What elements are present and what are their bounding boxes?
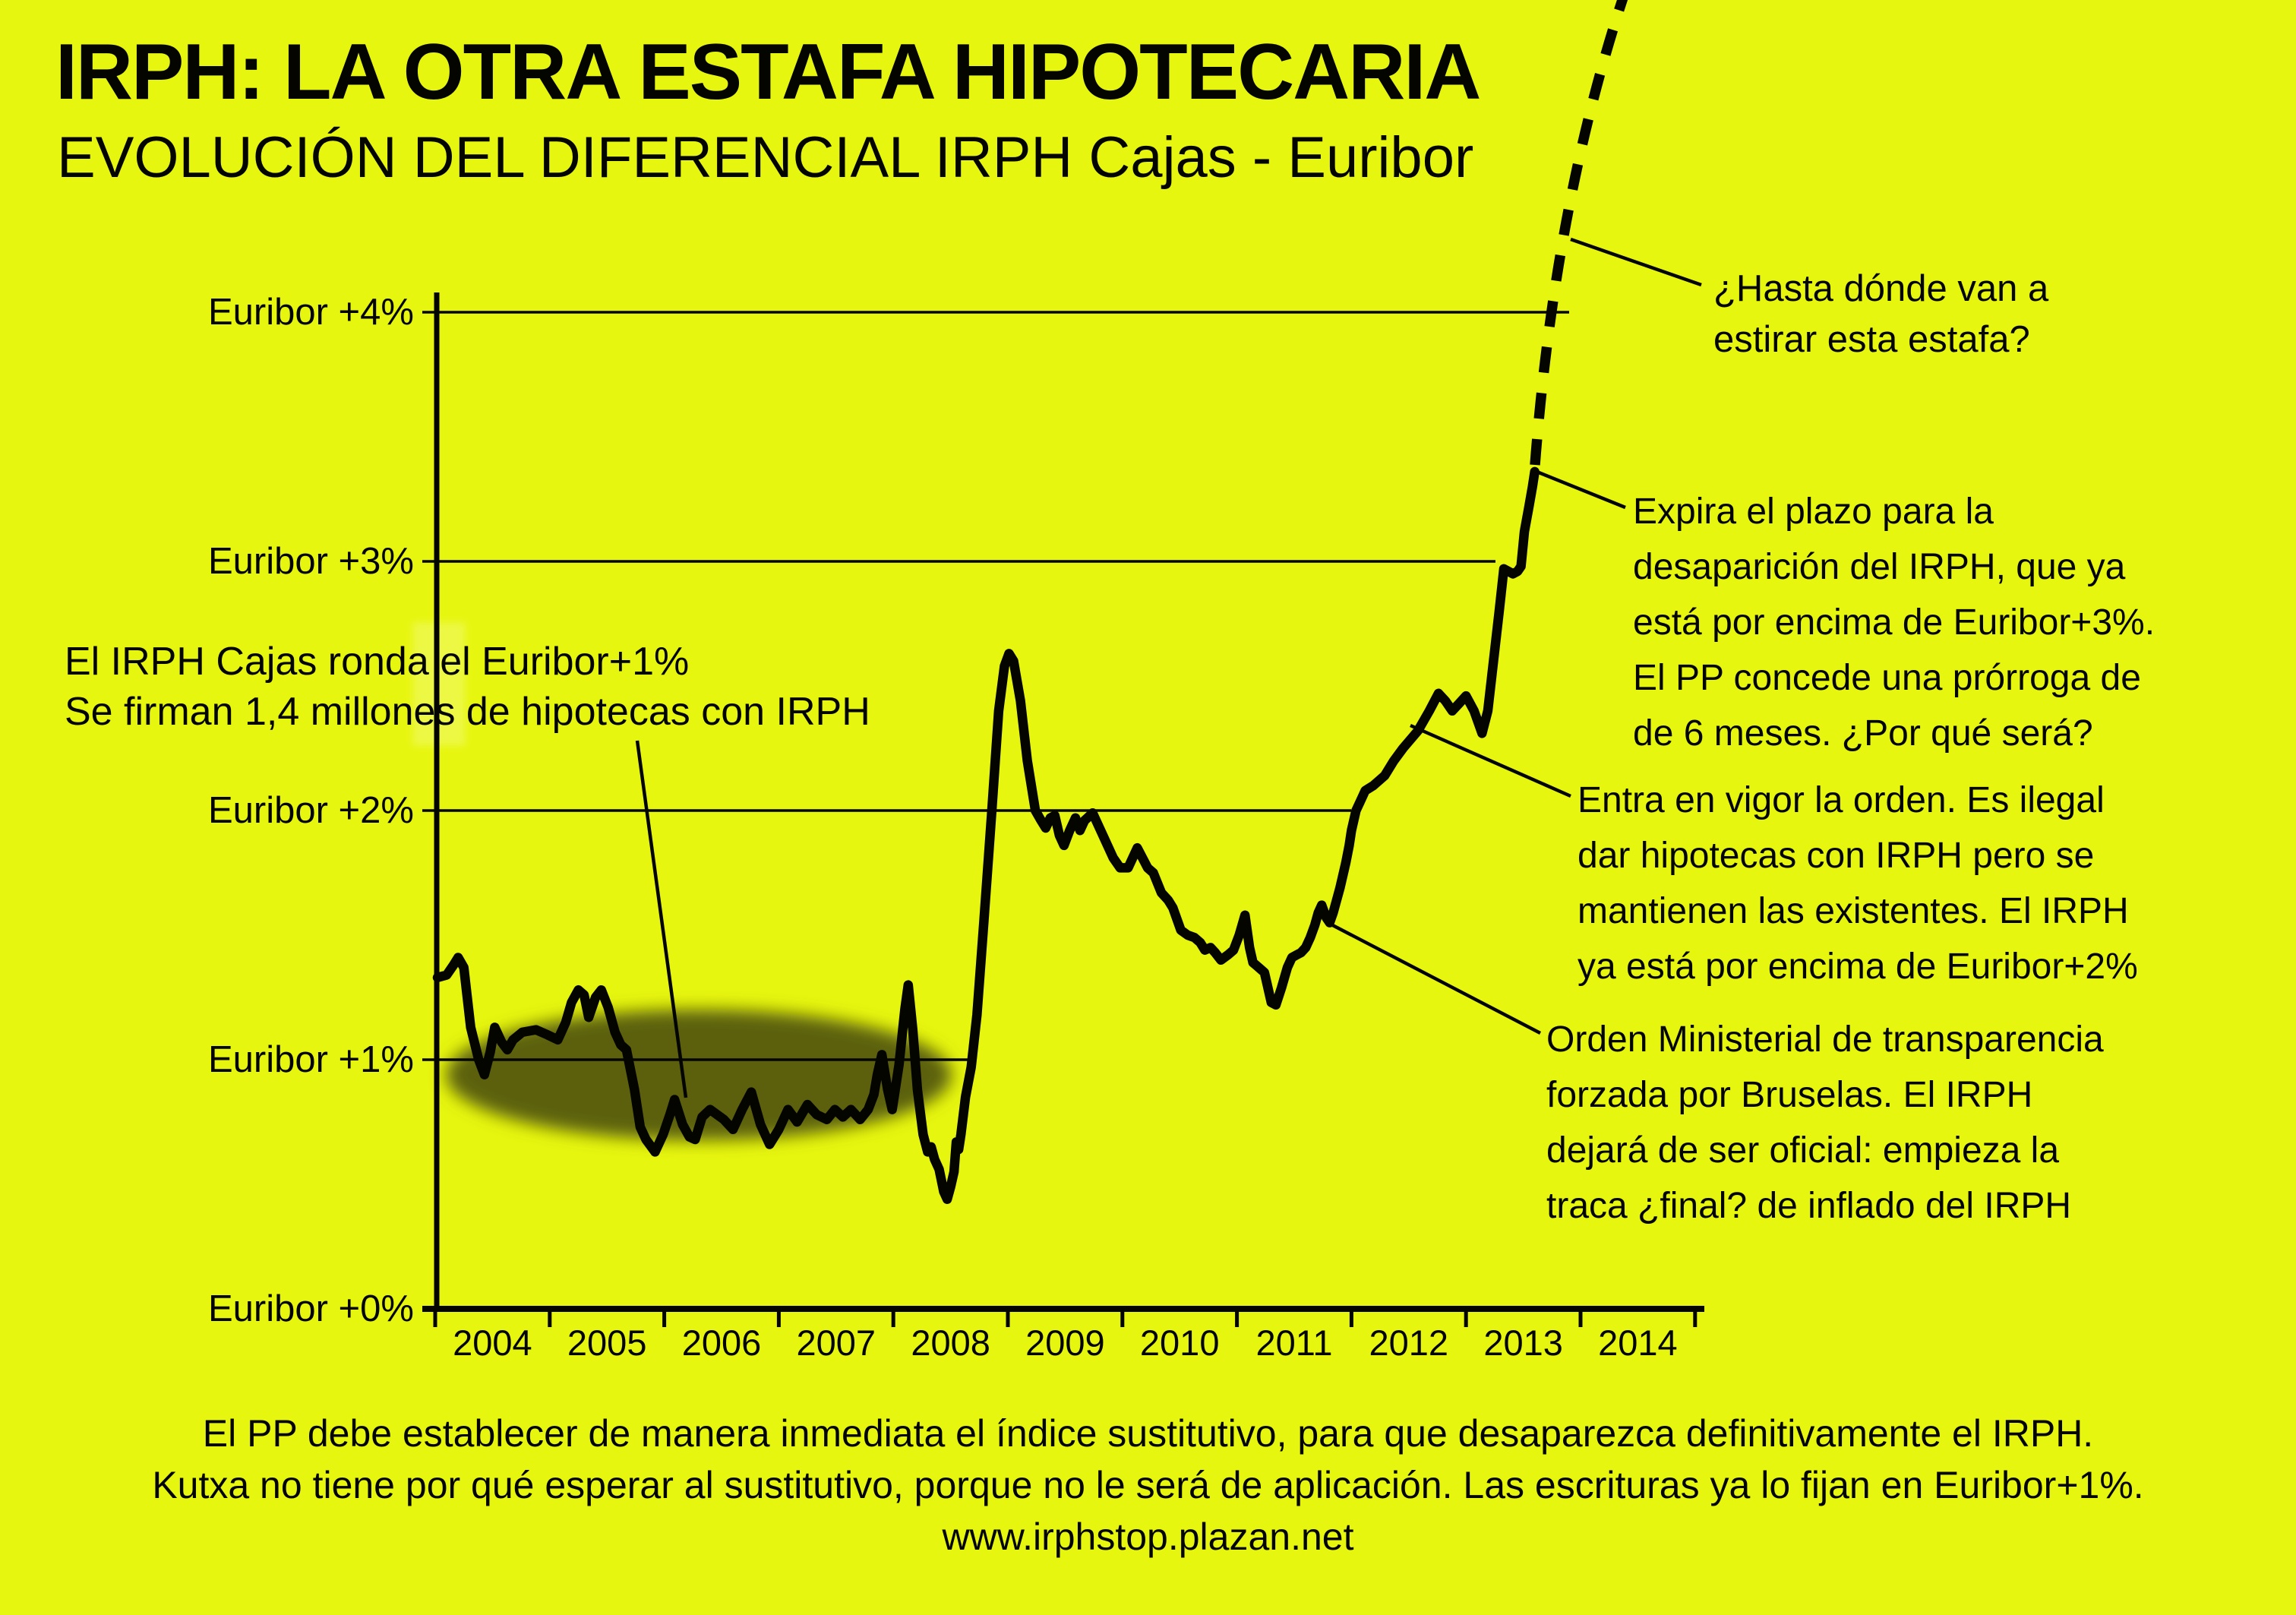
footer: El PP debe establecer de manera inmediat…	[0, 1408, 2296, 1563]
annotation-line: mantienen las existentes. El IRPH	[1578, 891, 2129, 931]
annotation-line: Se firman 1,4 millones de hipotecas con …	[65, 690, 870, 734]
annotation-line: desaparición del IRPH, que ya	[1633, 547, 2126, 587]
page-title: IRPH: LA OTRA ESTAFA HIPOTECARIA	[55, 28, 1481, 116]
y-axis-label-plus1: Euribor +1%	[207, 1039, 414, 1080]
x-tick-label-2012: 2012	[1369, 1323, 1449, 1363]
annotation-line: forzada por Bruselas. El IRPH	[1546, 1075, 2033, 1115]
x-tick-label-2004: 2004	[453, 1323, 532, 1363]
footer-website: www.irphstop.plazan.net	[942, 1515, 1354, 1558]
annotation-line: Orden Ministerial de transparencia	[1546, 1019, 2104, 1060]
annotation-line: El PP concede una prórroga de	[1633, 658, 2141, 698]
leader-cajas	[635, 740, 688, 1098]
annotation-expira: Expira el plazo para la desaparición del…	[1633, 484, 2155, 761]
highlight-ellipse	[446, 1010, 952, 1140]
x-tick-label-2013: 2013	[1483, 1323, 1563, 1363]
annotation-line: ¿Hasta dónde van a	[1713, 268, 2049, 309]
annotation-line: El IRPH Cajas ronda el Euribor+1%	[65, 640, 690, 684]
annotation-line: de 6 meses. ¿Por qué será?	[1633, 713, 2093, 754]
leader-expira	[1538, 470, 1626, 510]
leader-entra	[1410, 723, 1571, 798]
y-axis-label-plus3: Euribor +3%	[207, 541, 414, 582]
page-subtitle: EVOLUCIÓN DEL DIFERENCIAL IRPH Cajas - E…	[57, 125, 1474, 190]
leader-orden	[1324, 920, 1542, 1035]
footer-line-2: Kutxa no tiene por qué esperar al sustit…	[152, 1464, 2144, 1506]
y-axis-label-plus2: Euribor +2%	[207, 790, 414, 831]
x-tick-label-2010: 2010	[1139, 1323, 1220, 1363]
projection-dashed-line	[1530, 0, 1628, 466]
annotation-line: dejará de ser oficial: empieza la	[1546, 1130, 2060, 1171]
x-tick-label-2011: 2011	[1255, 1323, 1333, 1363]
x-tick-label-2014: 2014	[1598, 1323, 1678, 1363]
annotation-line: Entra en vigor la orden. Es ilegal	[1578, 780, 2105, 820]
annotation-orden: Orden Ministerial de transparencia forza…	[1546, 1012, 2104, 1234]
x-tick-label-2005: 2005	[567, 1323, 647, 1363]
annotation-line: estirar esta estafa?	[1713, 319, 2030, 360]
x-tick-label-2009: 2009	[1025, 1323, 1105, 1363]
x-tick-label-2007: 2007	[796, 1323, 876, 1363]
annotation-line: dar hipotecas con IRPH pero se	[1578, 836, 2095, 876]
annotation-line: traca ¿final? de inflado del IRPH	[1546, 1186, 2072, 1226]
irph-series-curve	[432, 466, 1540, 1204]
footer-line-1: El PP debe establecer de manera inmediat…	[202, 1412, 2094, 1455]
annotation-line: Expira el plazo para la	[1633, 491, 1994, 532]
y-axis-label-plus4: Euribor +4%	[207, 292, 414, 333]
x-axis-ticks	[433, 1309, 1698, 1327]
leader-hasta	[1570, 237, 1702, 287]
annotation-cajas: El IRPH Cajas ronda el Euribor+1% Se fir…	[65, 637, 870, 737]
leader-lines	[635, 237, 1702, 1098]
annotation-entra: Entra en vigor la orden. Es ilegal dar h…	[1578, 773, 2138, 994]
annotation-hasta: ¿Hasta dónde van a estirar esta estafa?	[1713, 264, 2048, 365]
annotation-line: ya está por encima de Euribor+2%	[1578, 947, 2138, 987]
x-tick-label-2008: 2008	[911, 1323, 990, 1363]
x-tick-label-2006: 2006	[681, 1323, 762, 1363]
y-axis-label-plus0: Euribor +0%	[207, 1288, 414, 1329]
annotation-line: está por encima de Euribor+3%.	[1633, 602, 2155, 643]
